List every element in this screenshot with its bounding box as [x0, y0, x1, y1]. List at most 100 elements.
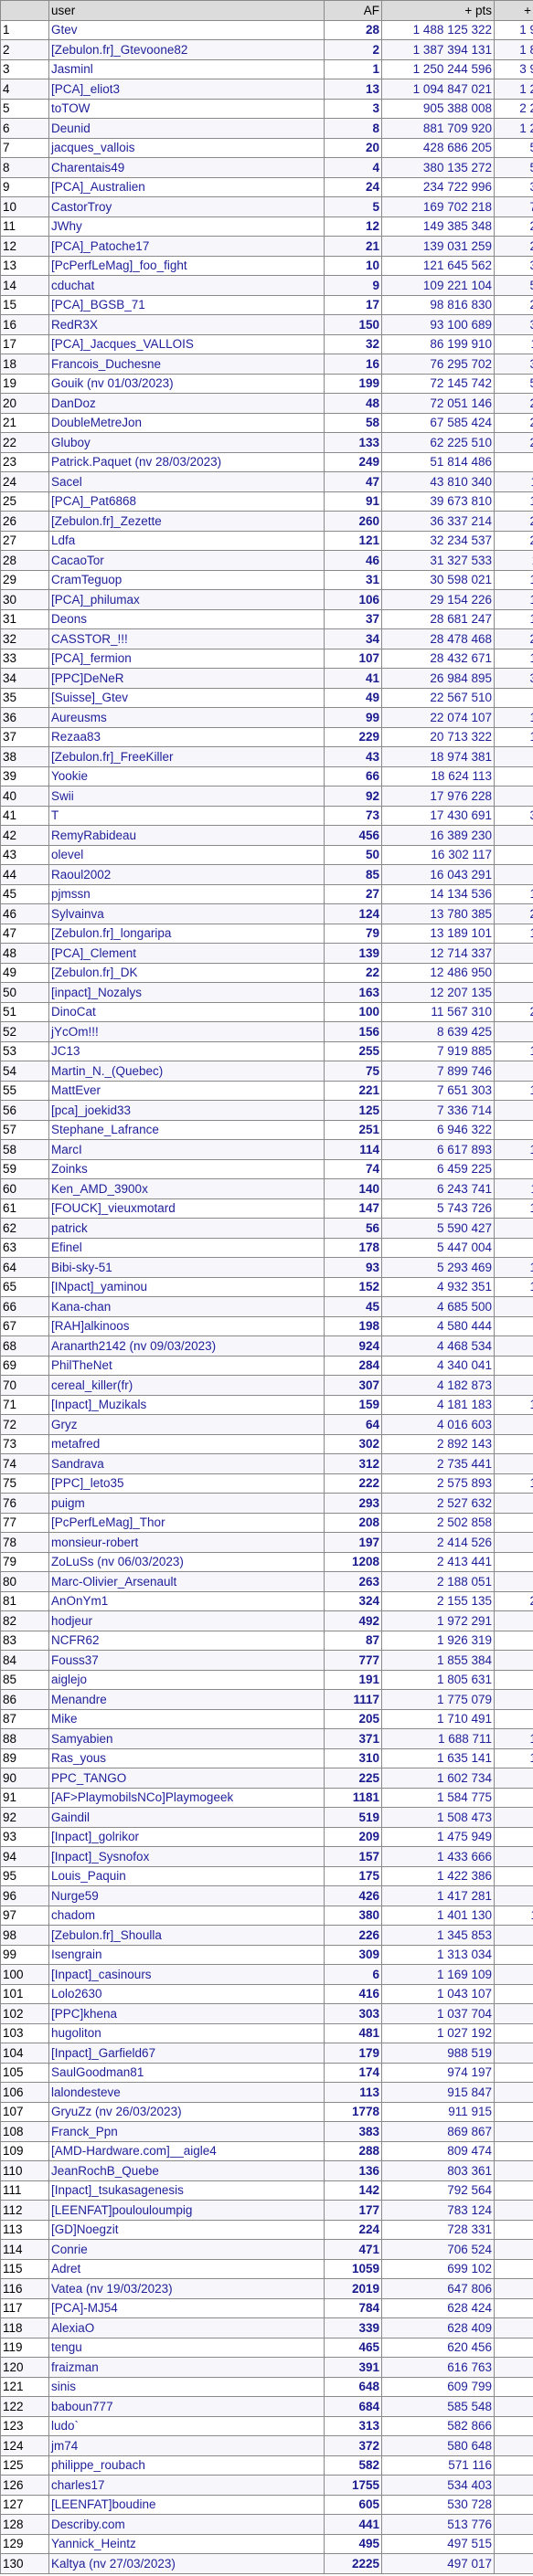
af-cell: 156: [324, 1021, 382, 1042]
points-cell: 380 135 272: [381, 157, 495, 178]
user-cell: [Zebulon.fr]_Zezette: [48, 511, 325, 532]
points-cell: 67 585 424: [381, 412, 495, 433]
work-units-cell: 41: [494, 1100, 533, 1121]
af-cell: 307: [324, 1375, 382, 1396]
work-units-cell: 127: [494, 923, 533, 944]
work-units-cell: 57: [494, 1669, 533, 1690]
rank-cell: 33: [0, 648, 49, 669]
work-units-cell: 54: [494, 943, 533, 964]
user-cell: PhilTheNet: [48, 1355, 325, 1376]
work-units-cell: 79: [494, 864, 533, 885]
user-cell: [inpact]_Nozalys: [48, 982, 325, 1003]
rank-cell: 87: [0, 1708, 49, 1729]
points-cell: 139 031 259: [381, 236, 495, 257]
rank-cell: 109: [0, 2140, 49, 2161]
work-units-cell: 266: [494, 216, 533, 237]
points-cell: 628 424: [381, 2297, 495, 2318]
work-units-cell: 32: [494, 2533, 533, 2554]
af-cell: 205: [324, 1708, 382, 1729]
points-cell: 728 331: [381, 2219, 495, 2240]
rank-cell: 7: [0, 137, 49, 158]
af-cell: 163: [324, 982, 382, 1003]
rank-cell: 28: [0, 550, 49, 571]
af-cell: 152: [324, 1276, 382, 1297]
work-units-cell: 96: [494, 2317, 533, 2338]
af-cell: 2: [324, 39, 382, 60]
rank-cell: 24: [0, 471, 49, 492]
points-cell: 1 043 107: [381, 1983, 495, 2004]
work-units-cell: 159: [494, 1728, 533, 1749]
work-units-cell: 7: [494, 2239, 533, 2260]
rank-cell: 130: [0, 2553, 49, 2574]
work-units-cell: 375: [494, 668, 533, 689]
work-units-cell: 44: [494, 1237, 533, 1258]
af-cell: 139: [324, 943, 382, 964]
user-cell: charles17: [48, 2475, 325, 2496]
points-cell: 30 598 021: [381, 569, 495, 590]
work-units-cell: 49: [494, 2258, 533, 2279]
rank-cell: 25: [0, 491, 49, 512]
rank-cell: 17: [0, 333, 49, 354]
work-units-cell: 101: [494, 1394, 533, 1415]
rank-cell: 74: [0, 1453, 49, 1474]
points-cell: 1 508 473: [381, 1807, 495, 1828]
rank-cell: 15: [0, 294, 49, 315]
af-cell: 251: [324, 1119, 382, 1140]
work-units-cell: 51: [494, 1119, 533, 1140]
rank-cell: 20: [0, 393, 49, 414]
points-cell: 620 456: [381, 2337, 495, 2358]
user-cell: Lolo2630: [48, 1983, 325, 2004]
points-cell: 1 602 734: [381, 1768, 495, 1789]
af-cell: 10: [324, 255, 382, 276]
rank-cell: 88: [0, 1728, 49, 1749]
points-cell: 86 199 910: [381, 333, 495, 354]
rank-cell: 107: [0, 2101, 49, 2122]
user-cell: DoubleMetreJon: [48, 412, 325, 433]
work-units-cell: 106: [494, 1276, 533, 1297]
points-cell: 8 639 425: [381, 1021, 495, 1042]
user-cell: [PCA]_Pat6868: [48, 491, 325, 512]
points-cell: 1 313 034: [381, 1944, 495, 1965]
work-units-cell: 1 941: [494, 19, 533, 40]
af-cell: 114: [324, 1139, 382, 1160]
work-units-cell: 1 826: [494, 39, 533, 60]
user-cell: Sacel: [48, 471, 325, 492]
work-units-cell: 60: [494, 1708, 533, 1729]
user-cell: Gryz: [48, 1414, 325, 1435]
af-cell: 324: [324, 1590, 382, 1611]
work-units-cell: 70: [494, 2022, 533, 2043]
work-units-cell: 38: [494, 1610, 533, 1631]
user-cell: [PCA]_Clement: [48, 943, 325, 964]
points-cell: 699 102: [381, 2258, 495, 2279]
user-cell: [AF>PlaymobilsNCo]Playmogeek: [48, 1787, 325, 1808]
points-cell: 915 847: [381, 2082, 495, 2103]
rank-cell: 44: [0, 864, 49, 885]
header-work-units: + wu: [494, 0, 533, 21]
rank-cell: 114: [0, 2239, 49, 2260]
rank-cell: 53: [0, 1040, 49, 1061]
rank-cell: 42: [0, 825, 49, 846]
rank-cell: 111: [0, 2180, 49, 2201]
work-units-cell: 20: [494, 962, 533, 983]
rank-cell: 97: [0, 1905, 49, 1926]
points-cell: 2 502 858: [381, 1512, 495, 1533]
rank-cell: 108: [0, 2121, 49, 2142]
